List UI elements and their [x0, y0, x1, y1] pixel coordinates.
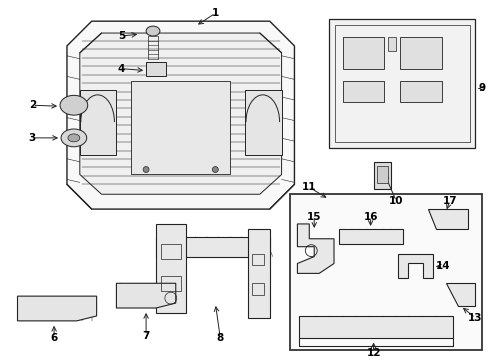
Polygon shape: [156, 237, 269, 257]
Text: 5: 5: [118, 31, 125, 41]
Text: 11: 11: [302, 182, 316, 192]
Text: 10: 10: [388, 196, 403, 206]
Bar: [289, 194, 481, 350]
Polygon shape: [131, 81, 230, 175]
Text: 3: 3: [29, 133, 36, 143]
Text: 15: 15: [306, 212, 321, 222]
Bar: [334, 25, 468, 142]
Ellipse shape: [60, 95, 87, 115]
Polygon shape: [18, 296, 97, 321]
Text: 1: 1: [211, 8, 219, 18]
Text: 12: 12: [366, 347, 380, 357]
Text: 9: 9: [478, 84, 485, 94]
Text: 14: 14: [435, 261, 449, 271]
Polygon shape: [445, 283, 474, 306]
Text: 4: 4: [118, 64, 125, 74]
Bar: [373, 162, 390, 189]
Text: 7: 7: [142, 331, 149, 341]
Bar: [376, 166, 387, 183]
Circle shape: [143, 167, 149, 172]
Polygon shape: [247, 229, 269, 318]
Bar: [342, 81, 384, 102]
Ellipse shape: [146, 26, 160, 36]
Text: 2: 2: [29, 100, 36, 110]
Bar: [400, 81, 441, 102]
Polygon shape: [299, 316, 452, 338]
Bar: [161, 244, 181, 258]
Text: 8: 8: [216, 333, 224, 343]
Ellipse shape: [68, 134, 80, 142]
Bar: [342, 37, 384, 69]
Text: 6: 6: [50, 333, 58, 343]
Bar: [328, 19, 474, 148]
Circle shape: [212, 167, 218, 172]
Polygon shape: [67, 21, 294, 209]
Text: 16: 16: [363, 212, 377, 222]
Bar: [387, 37, 395, 51]
Polygon shape: [244, 90, 281, 155]
Text: 13: 13: [467, 313, 482, 323]
Polygon shape: [116, 283, 175, 308]
Polygon shape: [80, 33, 281, 194]
Polygon shape: [297, 224, 333, 273]
Polygon shape: [156, 224, 185, 313]
Ellipse shape: [61, 129, 86, 147]
Polygon shape: [338, 229, 403, 244]
Bar: [251, 283, 263, 295]
Polygon shape: [398, 253, 432, 278]
Text: 17: 17: [442, 196, 456, 206]
Bar: [161, 276, 181, 291]
Polygon shape: [427, 209, 467, 229]
Bar: [251, 253, 263, 265]
Bar: [400, 37, 441, 69]
Polygon shape: [80, 90, 116, 155]
Bar: [146, 62, 165, 76]
